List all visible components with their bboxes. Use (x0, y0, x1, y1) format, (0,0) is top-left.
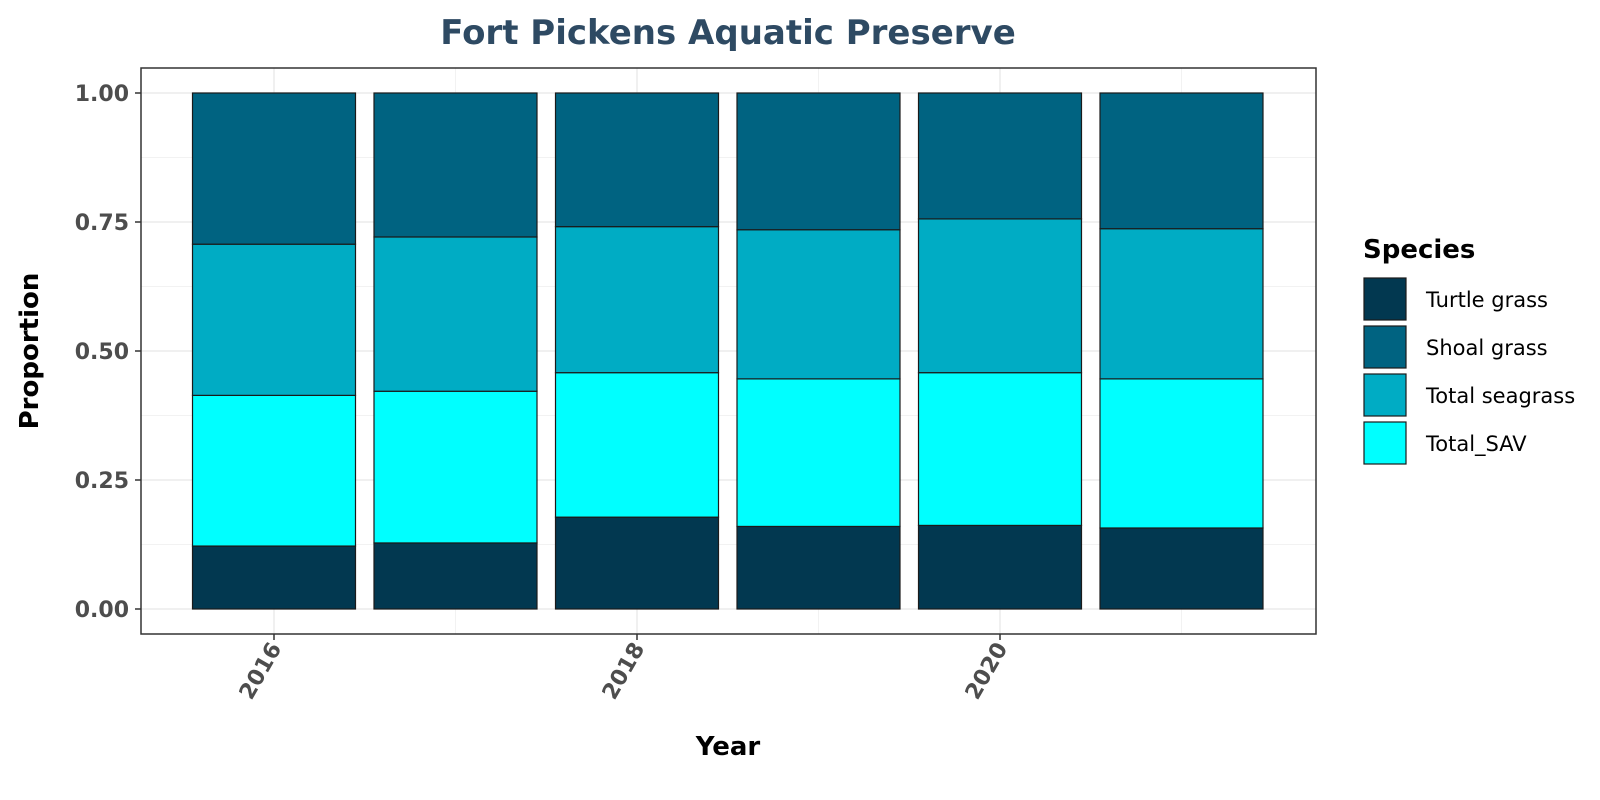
bar-2020-shoal-grass (917, 92, 1083, 220)
bar-2018-total-seagrass (554, 226, 720, 374)
y-tick-label: 0.25 (75, 469, 129, 494)
bar-2021-turtle-grass (1099, 527, 1264, 610)
y-tick-label: 1.00 (75, 82, 129, 107)
bars (191, 92, 1264, 610)
bar-2018-shoal-grass (554, 92, 720, 228)
bar-2021-total-sav (1099, 378, 1264, 529)
x-axis: 2016 2018 2020 (235, 634, 1013, 704)
bar-2019-total-seagrass (736, 229, 901, 380)
bar-2021-shoal-grass (1099, 92, 1264, 230)
legend-swatch (1363, 277, 1407, 321)
bar-2018-turtle-grass (554, 516, 720, 610)
bar-2017-total-sav (373, 390, 538, 544)
y-tick-label: 0.00 (75, 598, 129, 623)
y-axis: 0.00 0.25 0.50 0.75 1.00 (75, 82, 141, 623)
x-tick-label: 2020 (961, 639, 1013, 705)
x-tick-label: 2018 (598, 639, 650, 705)
bar-2016-total-sav (191, 394, 357, 547)
bar-2017-turtle-grass (373, 542, 538, 610)
bar-2017-total-seagrass (373, 236, 538, 392)
bar-2019-turtle-grass (736, 525, 901, 610)
legend: Species Turtle grass Shoal grass Total sea… (1363, 235, 1575, 465)
legend-label: Turtle grass (1425, 288, 1548, 312)
bar-2019-total-sav (736, 378, 901, 528)
legend-swatch (1363, 325, 1407, 369)
x-tick-label: 2016 (235, 639, 287, 705)
bar-2016-turtle-grass (191, 545, 357, 610)
y-tick-label: 0.75 (75, 211, 129, 236)
legend-swatch (1363, 373, 1407, 417)
y-tick-label: 0.50 (75, 340, 129, 365)
bar-2020-total-sav (917, 372, 1083, 527)
bar-2021-total-seagrass (1099, 228, 1264, 380)
bar-2020-turtle-grass (917, 524, 1083, 610)
bar-2016-total-seagrass (191, 243, 357, 396)
chart-title: Fort Pickens Aquatic Preserve (440, 13, 1016, 53)
y-axis-title: Proportion (15, 273, 45, 430)
bar-2020-total-seagrass (917, 218, 1083, 374)
bar-2019-shoal-grass (736, 92, 901, 231)
legend-label: Shoal grass (1426, 336, 1548, 360)
legend-title: Species (1363, 235, 1475, 265)
legend-swatch (1363, 421, 1407, 465)
bar-2018-total-sav (554, 372, 720, 518)
x-axis-title: Year (695, 732, 761, 762)
bar-2017-shoal-grass (373, 92, 538, 238)
bar-2016-shoal-grass (191, 92, 357, 245)
legend-label: Total seagrass (1425, 384, 1575, 408)
legend-label: Total_SAV (1425, 432, 1527, 457)
